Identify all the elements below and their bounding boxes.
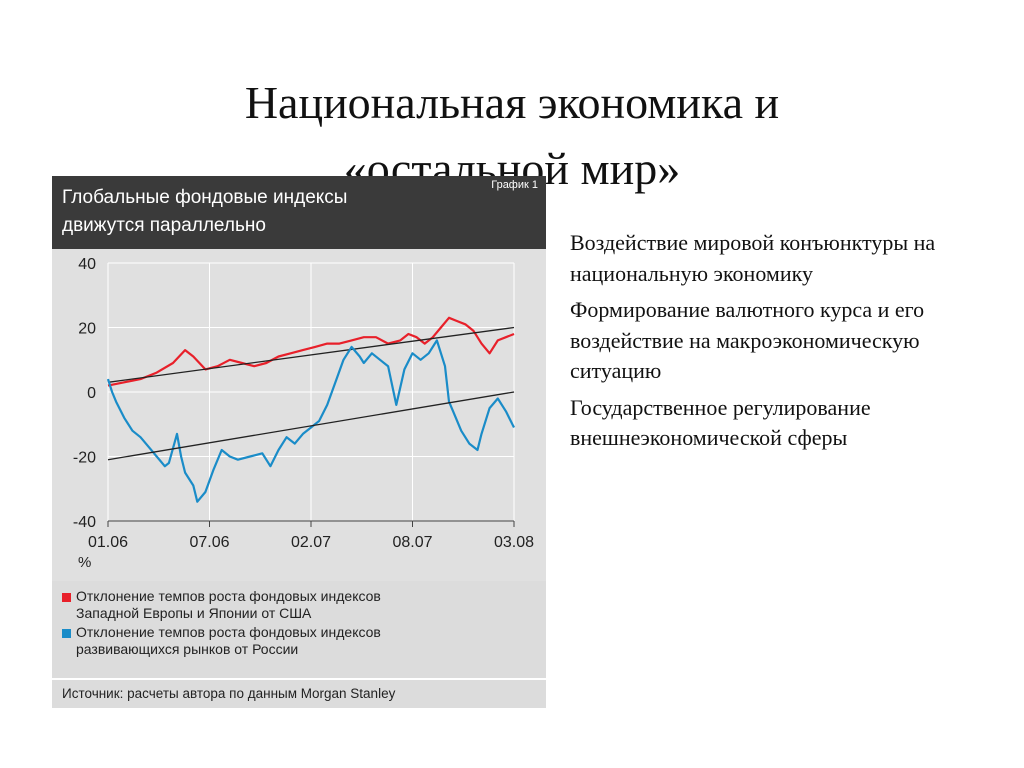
legend-item-emerging: Отклонение темпов роста фондовых индексо… — [60, 624, 538, 658]
plot-area: 40 20 0 -20 -40 01.06 07.06 02.07 08.07 03.08% — [52, 249, 546, 581]
trend-line-1 — [107, 326, 515, 383]
x-tick-label: 08.07 — [392, 534, 432, 551]
chart-source: Источник: расчеты автора по данным Morga… — [52, 678, 546, 708]
legend-label-line2: Западной Европы и Японии от США — [76, 605, 312, 621]
series-line-2 — [106, 339, 515, 503]
chart-title-line2: движутся параллельно — [62, 215, 266, 236]
y-tick-label: -20 — [73, 450, 96, 467]
chart-card: Глобальные фондовые индексы движутся пар… — [52, 176, 546, 708]
slide-title-line1: Национальная экономика и — [244, 77, 780, 128]
x-tick-label: 01.06 — [88, 534, 128, 551]
x-tick-label: 07.06 — [189, 534, 229, 551]
bullet-list: Воздействие мировой конъюнктуры на нацио… — [570, 228, 990, 460]
legend-label-line1: Отклонение темпов роста фондовых индексо… — [76, 588, 381, 604]
chart-legend: Отклонение темпов роста фондовых индексо… — [60, 588, 538, 660]
line-chart: 40 20 0 -20 -40 01.06 07.06 02.07 08.07 03.08% — [73, 256, 534, 571]
bullet-item: Формирование валютного курса и его возде… — [570, 297, 925, 383]
chart-title-line1: Глобальные фондовые индексы — [62, 187, 348, 208]
slide-title: Национальная экономика и «остальной мир» — [0, 70, 1024, 202]
chart-title: Глобальные фондовые индексы движутся пар… — [62, 184, 442, 240]
trend-line-2 — [107, 391, 515, 461]
x-tick-label: 03.08 — [494, 534, 534, 551]
legend-label-line1: Отклонение темпов роста фондовых индексо… — [76, 624, 381, 640]
chart-badge: График 1 — [491, 179, 538, 191]
y-tick-label: 40 — [78, 256, 96, 273]
bullet-item: Государственное регулирование внешнеэкон… — [570, 394, 871, 451]
x-tick-label: 02.07 — [291, 534, 331, 551]
y-tick-label: -40 — [73, 514, 96, 531]
bullet-item: Воздействие мировой конъюнктуры на нацио… — [570, 230, 936, 286]
legend-swatch-red — [62, 593, 71, 602]
series-line-1 — [107, 316, 515, 387]
legend-item-developed: Отклонение темпов роста фондовых индексо… — [60, 588, 538, 622]
y-tick-label: 20 — [78, 321, 96, 338]
y-unit-label: % — [78, 554, 91, 571]
y-tick-label: 0 — [87, 385, 96, 402]
legend-label-line2: развивающихся рынков от России — [76, 641, 299, 657]
chart-header: Глобальные фондовые индексы движутся пар… — [52, 176, 546, 249]
legend-swatch-blue — [62, 629, 71, 638]
